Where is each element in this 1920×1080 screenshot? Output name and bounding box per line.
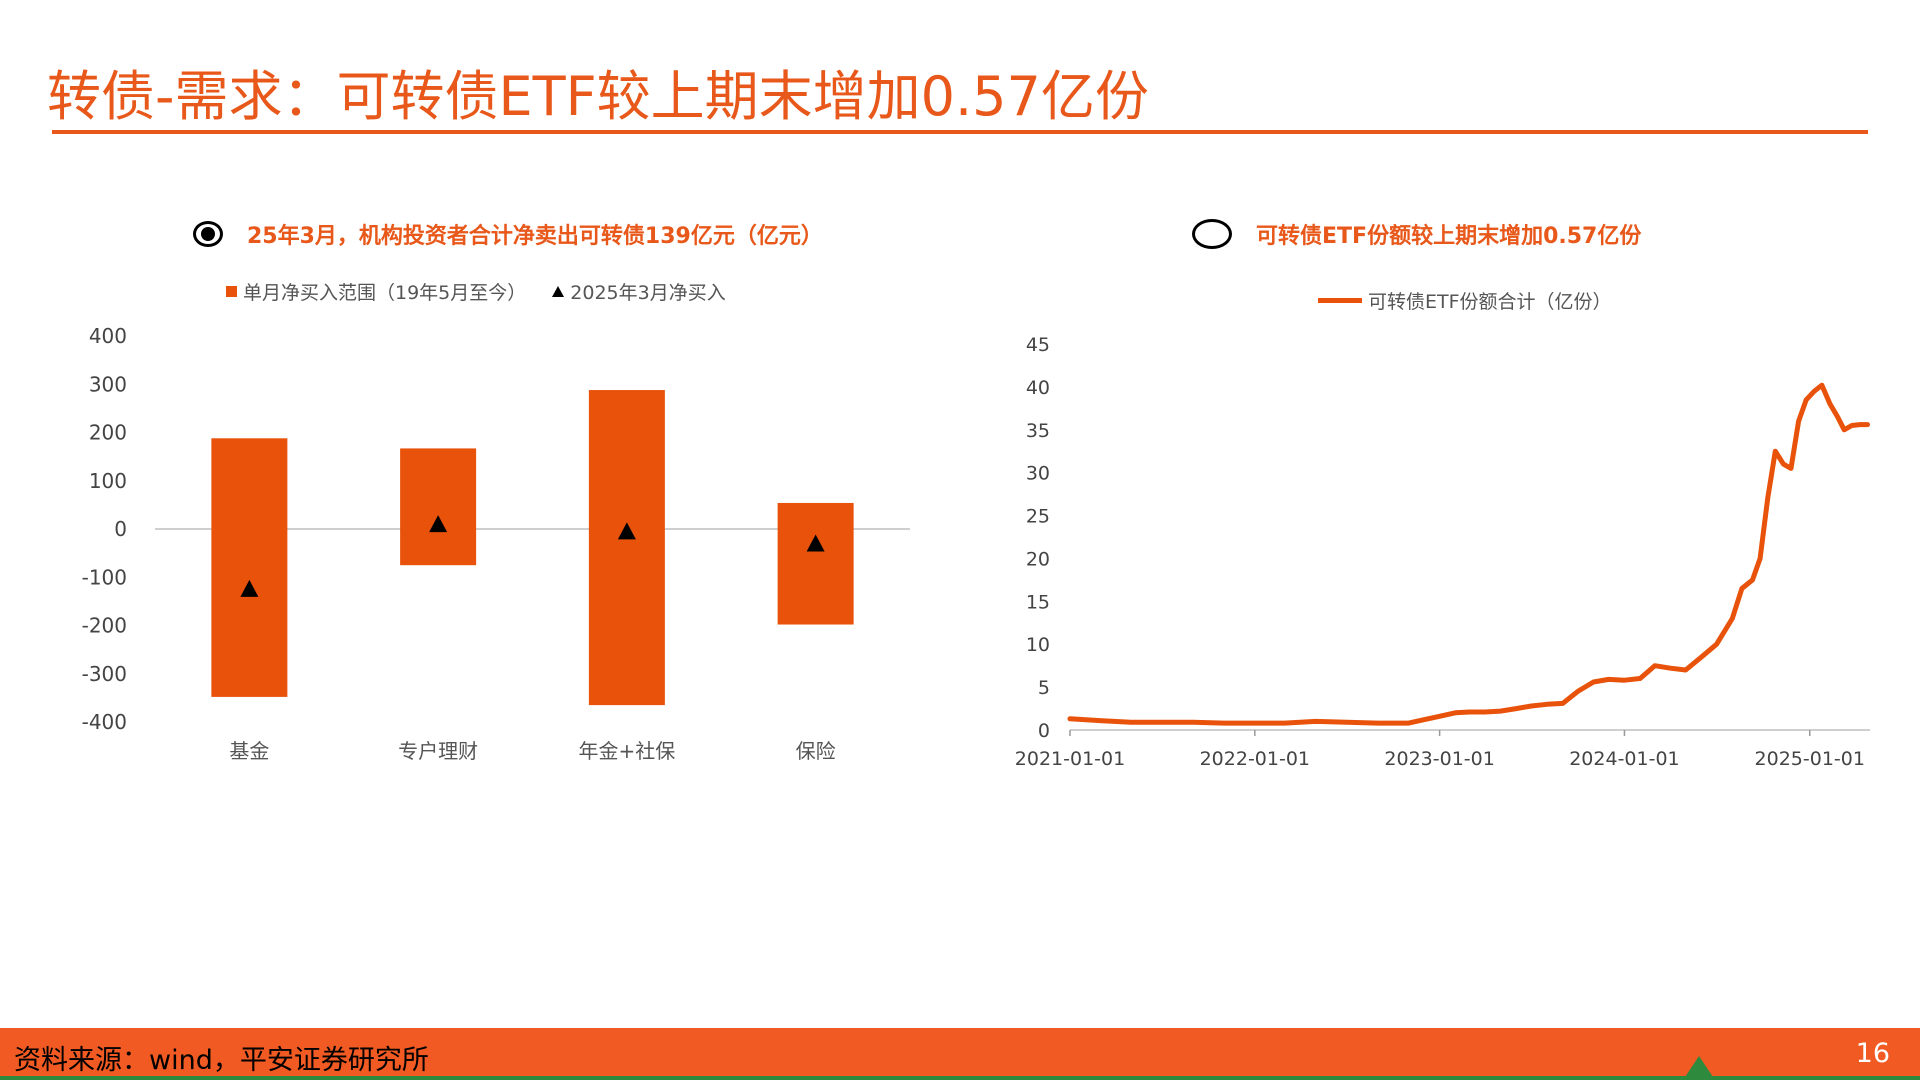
right-chart-header: 可转债ETF份额较上期末增加0.57亿份	[1192, 218, 1641, 250]
radio-selected-icon[interactable]	[193, 221, 223, 247]
y-tick-label: 300	[89, 372, 127, 396]
category-label: 保险	[796, 739, 836, 763]
y-tick-label: 40	[1026, 377, 1050, 399]
x-tick-label: 2023-01-01	[1384, 748, 1494, 770]
y-tick-label: 100	[89, 469, 127, 493]
y-tick-label: 35	[1026, 420, 1050, 442]
y-tick-label: 0	[1038, 720, 1050, 742]
footer-band	[0, 1028, 1920, 1080]
y-tick-label: 400	[89, 324, 127, 348]
march-2025-marker	[806, 534, 825, 552]
y-tick-label: 0	[114, 517, 127, 541]
left-chart-title: 25年3月，机构投资者合计净卖出可转债139亿元（亿元）	[247, 224, 823, 249]
march-2025-marker	[240, 579, 259, 597]
y-tick-label: -100	[82, 565, 127, 589]
legend-range-label: 单月净买入范围（19年5月至今）	[243, 282, 527, 304]
source-note: 资料来源：wind，平安证券研究所	[14, 1045, 429, 1076]
y-tick-label: 45	[1026, 334, 1050, 356]
bar-chart: 400 300 200 100 0 -100 -200 -300 -400 基金 专户理财 年金+社保…	[82, 324, 910, 763]
left-chart-legend: 单月净买入范围（19年5月至今） 2025年3月净买入	[226, 278, 726, 305]
line-chart: 45 40 35 30 25 20 15 10 5 0 2021-01-01 2022-01-01 20…	[1015, 334, 1870, 770]
etf-share-line	[1067, 382, 1870, 726]
category-label: 基金	[229, 739, 269, 763]
march-2025-marker	[429, 515, 448, 533]
footer-accent-line	[0, 1076, 1920, 1080]
x-tick-label: 2024-01-01	[1569, 748, 1679, 770]
y-tick-label: -400	[82, 710, 127, 734]
y-tick-label: 15	[1026, 591, 1050, 613]
right-chart-legend: 可转债ETF份额合计（亿份）	[1318, 287, 1612, 314]
category-label: 专户理财	[398, 739, 478, 763]
legend-line-swatch	[1318, 298, 1362, 303]
legend-range-swatch	[226, 286, 237, 297]
x-tick-label: 2025-01-01	[1755, 748, 1865, 770]
page-title: 转债-需求：可转债ETF较上期末增加0.57亿份	[47, 65, 1149, 128]
range-bar	[400, 448, 477, 566]
y-tick-label: 5	[1038, 677, 1050, 699]
y-tick-label: 20	[1026, 548, 1050, 570]
right-chart-title: 可转债ETF份额较上期末增加0.57亿份	[1256, 224, 1642, 249]
page-number: 16	[1855, 1038, 1890, 1069]
range-bar	[777, 502, 854, 625]
y-tick-label: 200	[89, 421, 127, 445]
y-tick-label: -200	[82, 614, 127, 638]
x-tick-label: 2022-01-01	[1200, 748, 1310, 770]
company-logo-icon	[1683, 1056, 1715, 1080]
y-tick-label: -300	[82, 662, 127, 686]
march-2025-marker	[617, 522, 636, 540]
title-divider	[52, 130, 1868, 134]
y-tick-label: 25	[1026, 506, 1050, 528]
y-tick-label: 30	[1026, 463, 1050, 485]
category-label: 年金+社保	[578, 739, 675, 763]
y-tick-label: 10	[1026, 634, 1050, 656]
x-tick-label: 2021-01-01	[1015, 748, 1125, 770]
range-bar	[588, 390, 665, 706]
left-chart-header: 25年3月，机构投资者合计净卖出可转债139亿元（亿元）	[193, 218, 823, 250]
legend-marker-label: 2025年3月净买入	[570, 282, 726, 304]
radio-unselected-icon[interactable]	[1192, 219, 1232, 249]
radio-dot-icon	[201, 227, 215, 241]
legend-triangle-icon	[552, 286, 565, 297]
legend-line-label: 可转债ETF份额合计（亿份）	[1368, 291, 1612, 313]
range-bar	[211, 438, 288, 697]
